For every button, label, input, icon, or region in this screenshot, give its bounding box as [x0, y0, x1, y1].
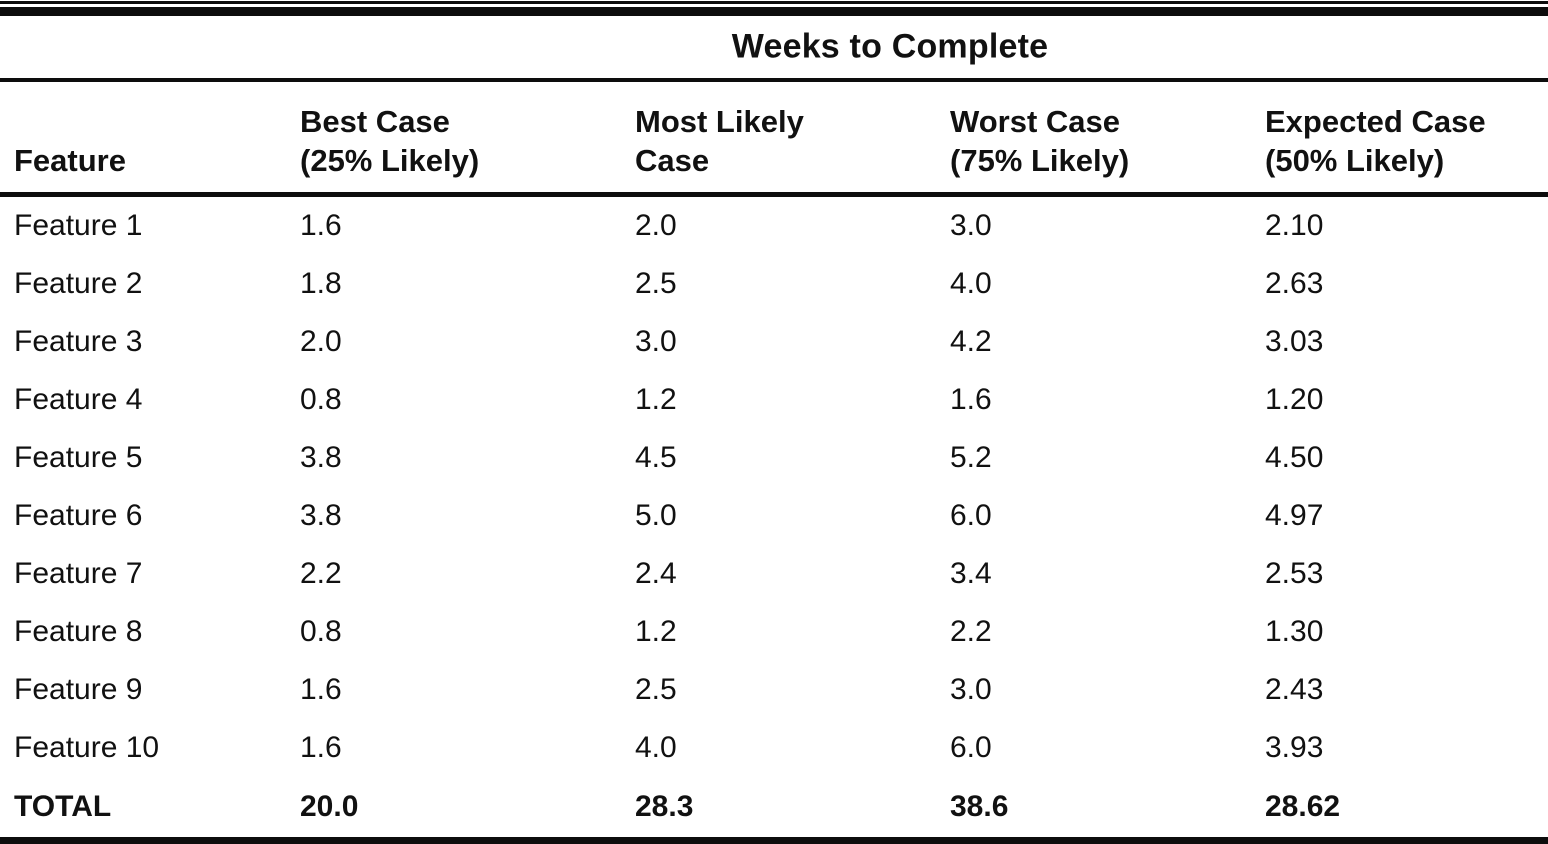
span-header-row: Weeks to Complete — [0, 16, 1548, 78]
column-header-most-likely-case: Most Likely Case — [635, 102, 950, 180]
feature-cell: Feature 9 — [14, 673, 143, 706]
best-case-cell: 2.2 — [300, 557, 342, 590]
column-header-feature: Feature — [14, 141, 300, 180]
total-row: TOTAL 20.0 28.3 38.6 28.62 — [0, 777, 1548, 837]
expected-case-cell: 3.03 — [1265, 325, 1324, 358]
worst-case-cell: 2.2 — [950, 615, 992, 648]
column-header-sublabel: (25% Likely) — [300, 142, 480, 178]
total-label-cell: TOTAL — [14, 790, 112, 823]
best-case-cell: 1.6 — [300, 209, 342, 242]
expected-case-cell: 2.63 — [1265, 267, 1324, 300]
worst-case-cell: 3.0 — [950, 209, 992, 242]
column-header-label: Worst Case — [950, 103, 1120, 139]
column-header-row: Feature Best Case (25% Likely) Most Like… — [0, 82, 1548, 192]
best-case-cell: 1.8 — [300, 267, 342, 300]
column-header-sublabel: (50% Likely) — [1265, 142, 1445, 178]
table-row: Feature 7 2.2 2.4 3.4 2.53 — [0, 545, 1548, 603]
feature-cell: Feature 1 — [14, 209, 143, 242]
worst-case-cell: 1.6 — [950, 383, 992, 416]
worst-case-cell: 6.0 — [950, 731, 992, 764]
total-best-cell: 20.0 — [300, 790, 359, 823]
most-likely-case-cell: 2.5 — [635, 267, 677, 300]
most-likely-case-cell: 2.4 — [635, 557, 677, 590]
table-body: Feature 1 1.6 2.0 3.0 2.10 Feature 2 1.8… — [0, 197, 1548, 777]
feature-cell: Feature 6 — [14, 499, 143, 532]
most-likely-case-cell: 1.2 — [635, 615, 677, 648]
most-likely-case-cell: 4.5 — [635, 441, 677, 474]
column-header-best-case: Best Case (25% Likely) — [300, 102, 635, 180]
table-row: Feature 6 3.8 5.0 6.0 4.97 — [0, 487, 1548, 545]
worst-case-cell: 6.0 — [950, 499, 992, 532]
worst-case-cell: 4.2 — [950, 325, 992, 358]
expected-case-cell: 2.10 — [1265, 209, 1324, 242]
feature-cell: Feature 3 — [14, 325, 143, 358]
best-case-cell: 2.0 — [300, 325, 342, 358]
best-case-cell: 0.8 — [300, 615, 342, 648]
table-top-outer-rule — [0, 1, 1548, 4]
best-case-cell: 1.6 — [300, 673, 342, 706]
most-likely-case-cell: 4.0 — [635, 731, 677, 764]
column-header-sublabel: Case — [635, 142, 710, 178]
table-top-rule — [0, 7, 1548, 16]
column-header-label: Expected Case — [1265, 103, 1486, 139]
column-header-label: Best Case — [300, 103, 450, 139]
best-case-cell: 3.8 — [300, 441, 342, 474]
feature-cell: Feature 10 — [14, 731, 160, 764]
rule-under-column-headers — [0, 192, 1548, 197]
best-case-cell: 3.8 — [300, 499, 342, 532]
table-row: Feature 9 1.6 2.5 3.0 2.43 — [0, 661, 1548, 719]
expected-case-cell: 2.43 — [1265, 673, 1324, 706]
expected-case-cell: 1.30 — [1265, 615, 1324, 648]
column-header-expected-case: Expected Case (50% Likely) — [1265, 102, 1538, 180]
most-likely-case-cell: 2.5 — [635, 673, 677, 706]
total-expected-cell: 28.62 — [1265, 790, 1341, 823]
table-row: Feature 2 1.8 2.5 4.0 2.63 — [0, 255, 1548, 313]
table-row: Feature 8 0.8 1.2 2.2 1.30 — [0, 603, 1548, 661]
expected-case-cell: 1.20 — [1265, 383, 1324, 416]
best-case-cell: 0.8 — [300, 383, 342, 416]
table-row: Feature 4 0.8 1.2 1.6 1.20 — [0, 371, 1548, 429]
table-bottom-rule — [0, 837, 1548, 844]
most-likely-case-cell: 3.0 — [635, 325, 677, 358]
column-header-label: Most Likely — [635, 103, 804, 139]
column-header-worst-case: Worst Case (75% Likely) — [950, 102, 1265, 180]
rule-under-span-header — [0, 78, 1548, 82]
table-row: Feature 5 3.8 4.5 5.2 4.50 — [0, 429, 1548, 487]
feature-cell: Feature 7 — [14, 557, 143, 590]
feature-cell: Feature 8 — [14, 615, 143, 648]
best-case-cell: 1.6 — [300, 731, 342, 764]
table-row: Feature 10 1.6 4.0 6.0 3.93 — [0, 719, 1548, 777]
worst-case-cell: 3.0 — [950, 673, 992, 706]
worst-case-cell: 5.2 — [950, 441, 992, 474]
total-most-likely-cell: 28.3 — [635, 790, 694, 823]
expected-case-cell: 4.50 — [1265, 441, 1324, 474]
total-worst-cell: 38.6 — [950, 790, 1009, 823]
table-row: Feature 1 1.6 2.0 3.0 2.10 — [0, 197, 1548, 255]
table-row: Feature 3 2.0 3.0 4.2 3.03 — [0, 313, 1548, 371]
feature-cell: Feature 5 — [14, 441, 143, 474]
worst-case-cell: 4.0 — [950, 267, 992, 300]
column-header-label: Feature — [14, 142, 126, 178]
column-header-sublabel: (75% Likely) — [950, 142, 1130, 178]
feature-cell: Feature 4 — [14, 383, 143, 416]
most-likely-case-cell: 1.2 — [635, 383, 677, 416]
most-likely-case-cell: 2.0 — [635, 209, 677, 242]
span-header: Weeks to Complete — [731, 27, 1049, 66]
expected-case-cell: 2.53 — [1265, 557, 1324, 590]
expected-case-cell: 3.93 — [1265, 731, 1324, 764]
worst-case-cell: 3.4 — [950, 557, 992, 590]
expected-case-cell: 4.97 — [1265, 499, 1324, 532]
feature-cell: Feature 2 — [14, 267, 143, 300]
most-likely-case-cell: 5.0 — [635, 499, 677, 532]
